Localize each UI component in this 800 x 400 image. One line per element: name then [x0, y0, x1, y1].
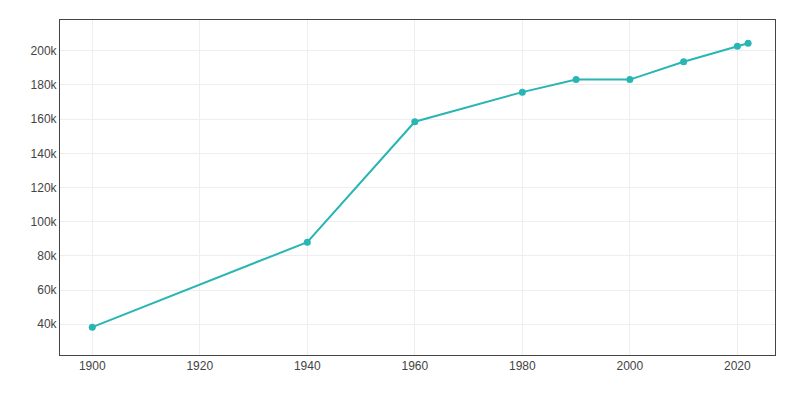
svg-text:1980: 1980 — [509, 359, 536, 373]
svg-text:1960: 1960 — [401, 359, 428, 373]
svg-text:200k: 200k — [31, 44, 58, 58]
svg-text:40k: 40k — [37, 317, 57, 331]
svg-text:1940: 1940 — [294, 359, 321, 373]
svg-text:100k: 100k — [31, 215, 58, 229]
svg-text:1920: 1920 — [186, 359, 213, 373]
svg-text:80k: 80k — [37, 249, 57, 263]
svg-text:180k: 180k — [31, 78, 58, 92]
svg-text:2020: 2020 — [724, 359, 751, 373]
svg-text:60k: 60k — [37, 283, 57, 297]
svg-text:2000: 2000 — [616, 359, 643, 373]
svg-text:160k: 160k — [31, 112, 58, 126]
svg-text:120k: 120k — [31, 181, 58, 195]
svg-text:1900: 1900 — [79, 359, 106, 373]
svg-text:140k: 140k — [31, 147, 58, 161]
